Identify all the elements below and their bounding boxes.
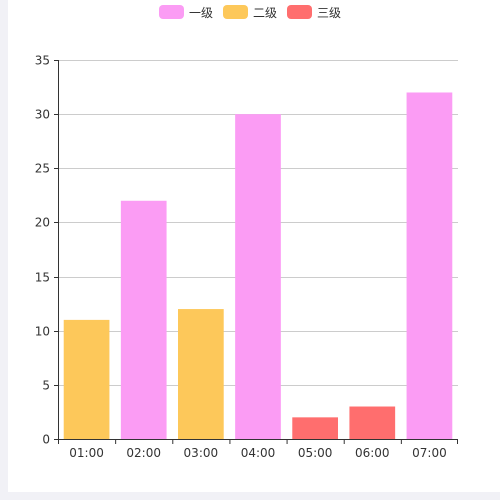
legend-label-level-2: 二级 — [252, 5, 277, 20]
y-tick-label: 15 — [35, 271, 50, 285]
x-tick-label: 07:00 — [412, 446, 447, 460]
y-tick-label: 0 — [42, 433, 50, 447]
bar — [63, 319, 110, 439]
x-tick-label: 05:00 — [298, 446, 333, 460]
bar — [349, 406, 396, 439]
y-tick-label: 5 — [42, 379, 50, 393]
y-tick-label: 30 — [35, 108, 50, 122]
left-panel-edge — [0, 0, 8, 500]
bar — [406, 92, 453, 439]
legend-swatch-level-3 — [287, 5, 312, 19]
x-tick-label: 03:00 — [184, 446, 219, 460]
bottom-panel-edge — [0, 492, 500, 500]
x-tick-label: 06:00 — [355, 446, 390, 460]
legend-item-level-2[interactable]: 二级 — [222, 4, 277, 21]
x-tick-label: 02:00 — [126, 446, 161, 460]
x-tick-label: 04:00 — [241, 446, 276, 460]
y-tick-label: 10 — [35, 325, 50, 339]
y-tick-label: 25 — [35, 162, 50, 176]
x-tick-label: 01:00 — [69, 446, 104, 460]
bar — [292, 417, 338, 439]
legend-swatch-level-1 — [158, 5, 184, 19]
legend-label-level-3: 三级 — [317, 5, 342, 20]
legend-label-level-1: 一级 — [188, 5, 213, 20]
legend-swatch-level-2 — [222, 5, 248, 19]
legend-item-level-3[interactable]: 三级 — [287, 4, 341, 21]
y-tick-label: 35 — [35, 54, 50, 68]
bar — [178, 309, 224, 439]
y-tick-label: 20 — [35, 216, 50, 230]
bar — [235, 114, 281, 440]
legend-item-level-1[interactable]: 一级 — [158, 4, 213, 21]
bar — [120, 200, 167, 439]
chart-legend: 一级 二级 三级 — [0, 2, 500, 22]
